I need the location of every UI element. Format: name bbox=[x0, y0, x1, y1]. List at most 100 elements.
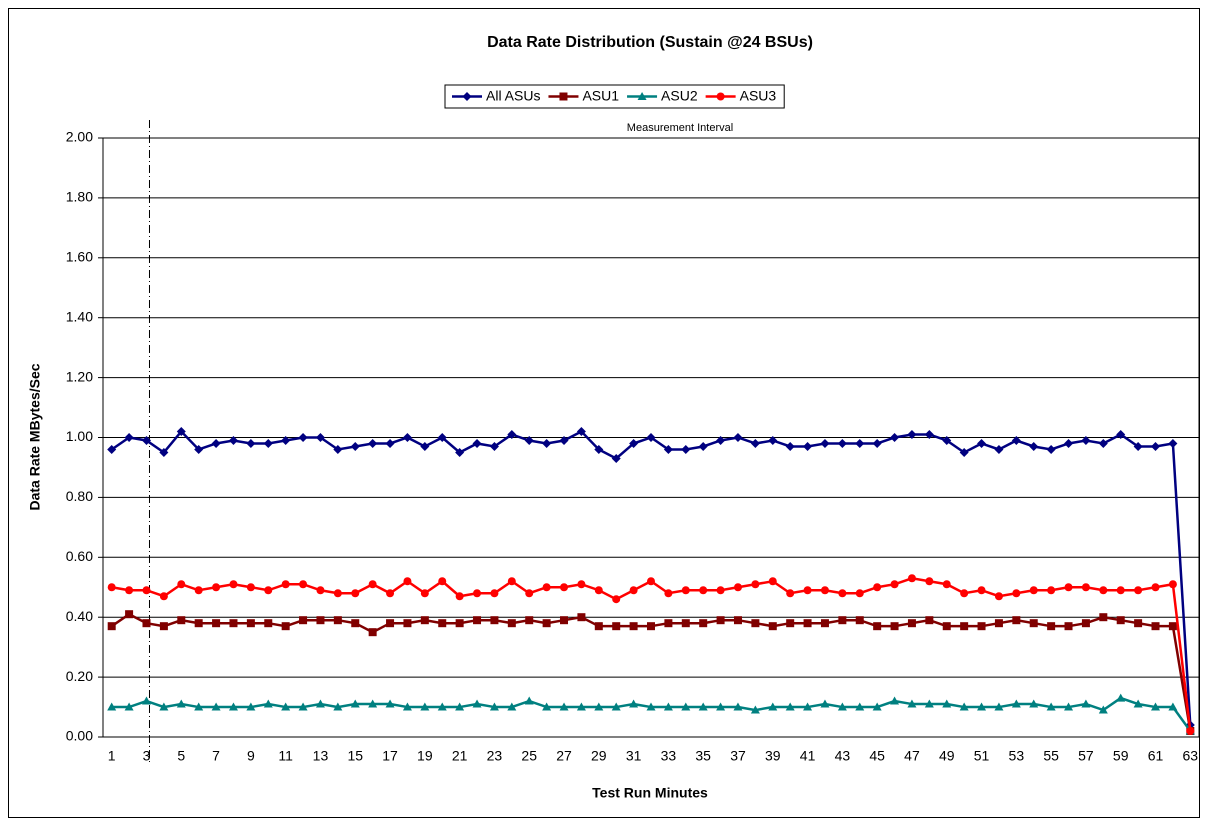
data-point bbox=[960, 622, 969, 631]
data-point bbox=[942, 622, 951, 631]
data-point bbox=[837, 438, 847, 448]
data-point bbox=[977, 702, 987, 711]
data-point bbox=[994, 444, 1004, 454]
data-point bbox=[855, 589, 864, 598]
data-point bbox=[333, 616, 342, 625]
data-point bbox=[768, 577, 777, 586]
data-point bbox=[837, 702, 847, 711]
x-tick-label: 15 bbox=[347, 748, 363, 764]
data-point bbox=[664, 619, 673, 628]
data-point bbox=[211, 702, 221, 711]
data-point bbox=[1133, 441, 1143, 451]
data-point bbox=[159, 592, 168, 601]
data-point bbox=[803, 586, 812, 595]
data-point bbox=[820, 699, 830, 708]
y-tick-label: 0.80 bbox=[66, 488, 93, 504]
data-point bbox=[560, 583, 569, 592]
data-point bbox=[315, 433, 325, 442]
data-point bbox=[368, 438, 378, 448]
data-point bbox=[455, 619, 464, 628]
data-point bbox=[681, 586, 690, 595]
data-point bbox=[1064, 583, 1073, 592]
data-point bbox=[1168, 702, 1178, 711]
data-point bbox=[264, 586, 273, 595]
data-point bbox=[785, 441, 795, 451]
legend: All ASUs ASU1 ASU2 ASU3 bbox=[444, 84, 785, 109]
data-point bbox=[1047, 622, 1056, 631]
x-tick-label: 11 bbox=[278, 748, 293, 764]
data-point bbox=[263, 438, 273, 448]
data-point bbox=[212, 619, 221, 628]
x-tick-label: 57 bbox=[1078, 748, 1094, 764]
data-point bbox=[455, 592, 464, 601]
x-tick-label: 37 bbox=[730, 748, 746, 764]
data-point bbox=[663, 444, 673, 454]
data-point bbox=[246, 583, 255, 592]
data-point bbox=[751, 580, 760, 589]
data-point bbox=[559, 702, 569, 711]
x-tick-label: 47 bbox=[904, 748, 920, 764]
data-point bbox=[385, 699, 395, 708]
data-point bbox=[490, 616, 499, 625]
legend-label: ASU1 bbox=[582, 88, 619, 104]
data-point bbox=[455, 702, 465, 711]
x-tick-label: 41 bbox=[800, 748, 816, 764]
data-point bbox=[194, 702, 204, 711]
data-point bbox=[594, 586, 603, 595]
data-point bbox=[629, 622, 638, 631]
data-point bbox=[1116, 616, 1125, 625]
data-point bbox=[402, 702, 412, 711]
chart-title: Data Rate Distribution (Sustain @24 BSUs… bbox=[487, 34, 813, 51]
data-point bbox=[159, 447, 169, 457]
data-point bbox=[924, 699, 934, 708]
data-point bbox=[1064, 622, 1073, 631]
x-tick-label: 51 bbox=[974, 748, 990, 764]
data-point bbox=[611, 702, 621, 711]
data-point bbox=[228, 435, 238, 445]
data-point bbox=[194, 586, 203, 595]
data-point bbox=[1012, 616, 1021, 625]
data-point bbox=[647, 622, 655, 631]
data-point bbox=[907, 430, 917, 440]
data-point bbox=[1081, 619, 1090, 628]
y-tick-label: 0.00 bbox=[66, 728, 93, 744]
y-axis-title: Data Rate MBytes/Sec bbox=[27, 363, 43, 510]
data-point bbox=[525, 589, 534, 598]
data-point bbox=[907, 699, 917, 708]
data-point bbox=[890, 433, 900, 442]
data-point bbox=[542, 702, 552, 711]
data-point bbox=[716, 586, 725, 595]
data-point bbox=[733, 583, 742, 592]
data-point bbox=[663, 702, 673, 711]
data-point bbox=[855, 702, 865, 711]
data-point bbox=[838, 616, 847, 625]
y-tick-label: 1.20 bbox=[66, 368, 93, 384]
data-point bbox=[611, 453, 621, 463]
data-point bbox=[489, 441, 499, 451]
data-point bbox=[507, 619, 516, 628]
data-point bbox=[455, 447, 465, 457]
data-point bbox=[246, 438, 256, 448]
y-tick-label: 1.40 bbox=[66, 308, 93, 324]
data-point bbox=[664, 589, 673, 598]
data-point bbox=[351, 589, 360, 598]
data-point bbox=[1168, 438, 1178, 448]
data-point bbox=[872, 438, 882, 448]
data-point bbox=[228, 702, 238, 711]
data-point bbox=[560, 616, 569, 625]
data-point bbox=[803, 441, 813, 451]
data-point bbox=[333, 444, 343, 454]
x-tick-label: 17 bbox=[382, 748, 398, 764]
data-point bbox=[462, 92, 472, 101]
data-point bbox=[629, 699, 639, 708]
data-point bbox=[177, 616, 186, 625]
data-point bbox=[1029, 699, 1039, 708]
x-tick-label: 61 bbox=[1148, 748, 1164, 764]
data-point bbox=[368, 628, 377, 637]
data-point bbox=[264, 619, 273, 628]
data-point bbox=[1151, 441, 1161, 451]
data-point bbox=[733, 616, 742, 625]
data-point bbox=[524, 435, 534, 445]
data-point bbox=[1029, 586, 1038, 595]
data-point bbox=[594, 702, 604, 711]
